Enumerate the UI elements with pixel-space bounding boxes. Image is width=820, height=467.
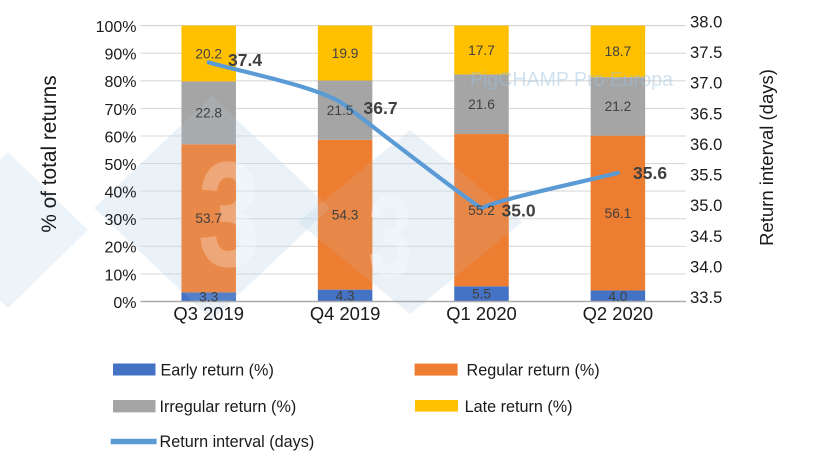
svg-text:Irregular return (%): Irregular return (%) [160, 398, 297, 416]
svg-text:Q3 2019: Q3 2019 [173, 303, 244, 324]
svg-text:3: 3 [368, 171, 412, 301]
svg-text:35.6: 35.6 [633, 163, 667, 183]
svg-text:Q1 2020: Q1 2020 [446, 303, 517, 324]
svg-text:18.7: 18.7 [605, 44, 632, 59]
svg-text:70%: 70% [104, 102, 136, 119]
svg-text:21.2: 21.2 [605, 99, 632, 114]
svg-text:21.5: 21.5 [327, 103, 354, 118]
svg-text:5.5: 5.5 [472, 287, 491, 302]
svg-text:53.7: 53.7 [195, 211, 222, 226]
svg-text:34.5: 34.5 [690, 227, 722, 246]
svg-text:3.3: 3.3 [199, 290, 218, 305]
svg-text:37.0: 37.0 [690, 74, 722, 93]
svg-text:20.2: 20.2 [195, 46, 222, 61]
svg-text:4.3: 4.3 [336, 288, 355, 303]
svg-text:% of total returns: % of total returns [38, 75, 61, 232]
svg-text:35.0: 35.0 [690, 196, 722, 215]
svg-text:20%: 20% [104, 240, 136, 257]
svg-text:Early return (%): Early return (%) [161, 361, 274, 379]
svg-text:Return interval (days): Return interval (days) [160, 433, 315, 451]
svg-text:Regular return (%): Regular return (%) [467, 361, 600, 379]
svg-text:56.1: 56.1 [605, 206, 632, 221]
svg-text:Q2 2020: Q2 2020 [583, 303, 654, 324]
svg-text:55.2: 55.2 [468, 203, 495, 218]
svg-text:35.0: 35.0 [502, 200, 536, 220]
svg-text:17.7: 17.7 [468, 43, 495, 58]
svg-text:100%: 100% [96, 19, 137, 36]
svg-text:21.6: 21.6 [468, 97, 495, 112]
svg-text:40%: 40% [104, 185, 136, 202]
svg-text:36.0: 36.0 [690, 135, 722, 154]
svg-text:Late return (%): Late return (%) [465, 398, 573, 416]
svg-text:19.9: 19.9 [332, 46, 359, 61]
svg-text:90%: 90% [104, 47, 136, 64]
svg-text:10%: 10% [104, 267, 136, 284]
svg-text:Q4 2019: Q4 2019 [310, 303, 381, 324]
svg-text:36.7: 36.7 [364, 98, 398, 118]
svg-text:34.0: 34.0 [690, 258, 722, 277]
svg-text:60%: 60% [104, 129, 136, 146]
svg-text:35.5: 35.5 [690, 166, 722, 185]
svg-text:54.3: 54.3 [332, 208, 359, 223]
svg-text:3: 3 [198, 130, 260, 298]
svg-text:PigCHAMP Pro Europa: PigCHAMP Pro Europa [470, 68, 674, 91]
svg-text:36.5: 36.5 [690, 104, 722, 123]
svg-text:22.8: 22.8 [195, 106, 222, 121]
svg-text:33.5: 33.5 [690, 288, 722, 307]
svg-text:0%: 0% [113, 295, 136, 312]
svg-text:37.5: 37.5 [690, 43, 722, 62]
svg-text:80%: 80% [104, 74, 136, 91]
svg-text:Return interval (days): Return interval (days) [756, 69, 777, 246]
svg-text:30%: 30% [104, 212, 136, 229]
svg-text:4.0: 4.0 [608, 289, 627, 304]
svg-text:38.0: 38.0 [690, 12, 722, 31]
svg-text:50%: 50% [104, 157, 136, 174]
svg-text:37.4: 37.4 [228, 50, 262, 70]
